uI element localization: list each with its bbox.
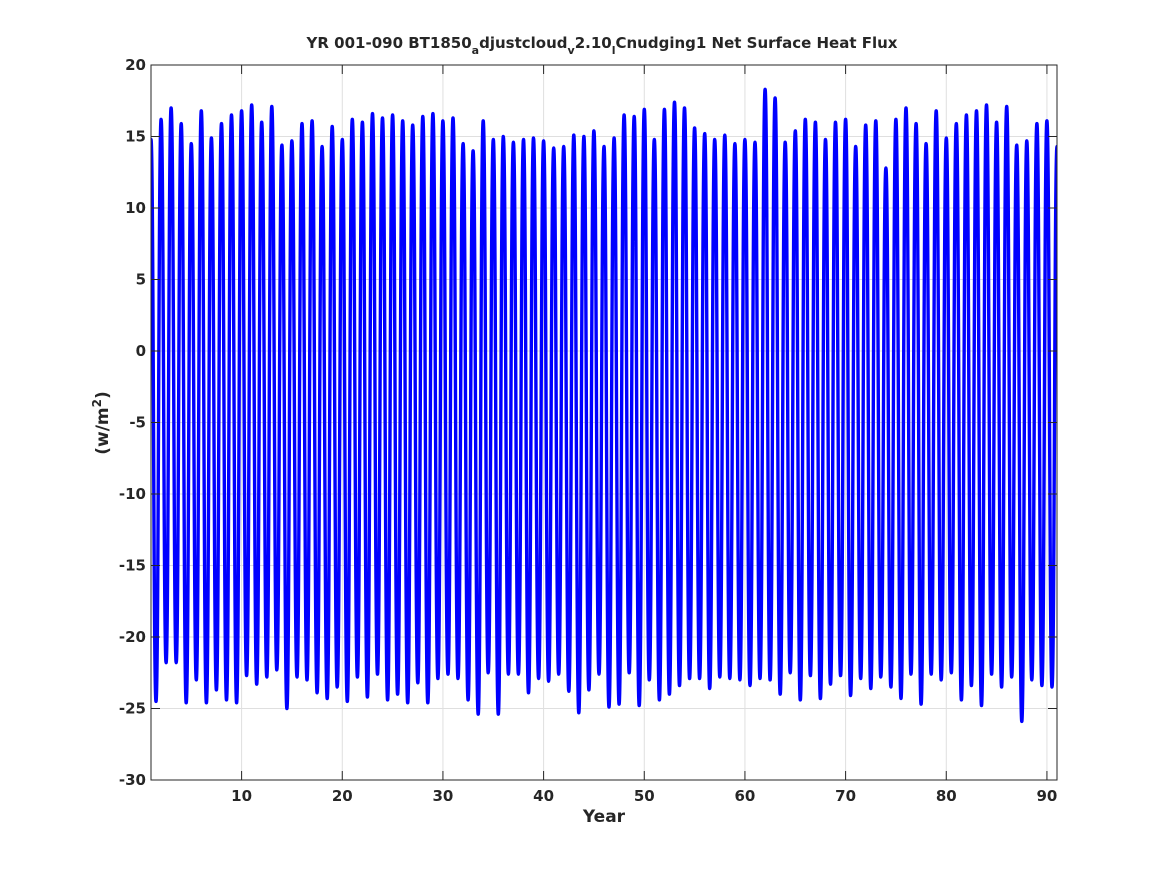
- series-line-net-surface-heat-flux: [151, 87, 1057, 724]
- axis-ticks: [151, 64, 1057, 781]
- title-part: djustcloud: [479, 34, 567, 52]
- x-tick-label: 40: [533, 787, 554, 805]
- x-tick-label: 70: [835, 787, 856, 805]
- x-tick-label: 30: [432, 787, 453, 805]
- x-tick-labels: 10 20 30 40 50 60 70 80 90: [231, 787, 1057, 805]
- y-tick-label: -20: [119, 628, 146, 646]
- y-tick-label: -10: [119, 485, 146, 503]
- y-tick-label: 20: [125, 56, 146, 74]
- y-tick-label: -25: [119, 700, 146, 718]
- y-tick-label: -30: [119, 771, 146, 789]
- y-tick-label: -5: [129, 414, 146, 432]
- y-tick-label: 15: [125, 128, 146, 146]
- y-tick-label: 0: [136, 342, 146, 360]
- title-part: 2.10: [575, 34, 612, 52]
- x-tick-label: 50: [634, 787, 655, 805]
- chart-title: YR 001-090 BT1850adjustcloudv2.10lCnudgi…: [306, 34, 898, 57]
- y-label-base: (w/m: [93, 407, 113, 454]
- title-part: YR 001-090 BT1850: [306, 34, 472, 52]
- x-tick-label: 90: [1036, 787, 1057, 805]
- y-axis-label: (w/m2): [90, 391, 113, 455]
- x-tick-label: 60: [734, 787, 755, 805]
- y-tick-labels: -30 -25 -20 -15 -10 -5 0 5 10 15 20: [119, 56, 146, 789]
- y-tick-label: 10: [125, 199, 146, 217]
- y-tick-label: 5: [136, 271, 146, 289]
- x-axis-label: Year: [582, 807, 626, 827]
- x-tick-label: 20: [332, 787, 353, 805]
- title-part: v: [568, 44, 576, 57]
- title-part: Cnudging1 Net Surface Heat Flux: [615, 34, 897, 52]
- x-tick-label: 10: [231, 787, 252, 805]
- y-label-superscript: 2: [90, 399, 104, 407]
- x-tick-label: 80: [936, 787, 957, 805]
- y-label-close: ): [93, 391, 113, 399]
- y-tick-label: -15: [119, 557, 146, 575]
- title-part: l: [612, 44, 616, 57]
- title-part: a: [472, 44, 479, 57]
